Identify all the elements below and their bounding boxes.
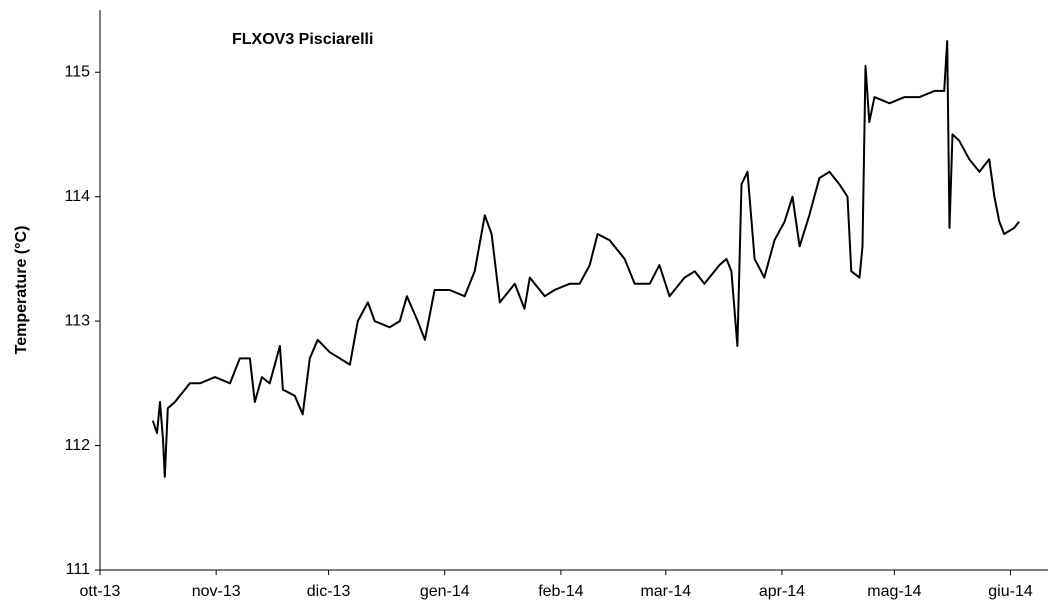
- y-tick-label: 114: [64, 188, 90, 205]
- x-tick-label: mag-14: [867, 583, 921, 600]
- y-tick-label: 113: [64, 312, 90, 329]
- y-tick-label: 112: [64, 437, 90, 454]
- x-tick-label: dic-13: [307, 583, 351, 600]
- x-tick-label: feb-14: [538, 583, 583, 600]
- x-tick-label: giu-14: [988, 583, 1033, 600]
- data-line: [151, 40, 1020, 478]
- x-tick-label: ott-13: [80, 583, 121, 600]
- y-tick-label: 111: [66, 561, 90, 578]
- x-tick-label: nov-13: [192, 583, 241, 600]
- x-tick-label: apr-14: [759, 583, 805, 600]
- chart-title: FLXOV3 Pisciarelli: [232, 31, 373, 48]
- x-tick-label: gen-14: [420, 583, 470, 600]
- x-tick-label: mar-14: [640, 583, 691, 600]
- y-axis-label: Temperature (°C): [13, 226, 30, 355]
- y-tick-label: 115: [64, 63, 90, 80]
